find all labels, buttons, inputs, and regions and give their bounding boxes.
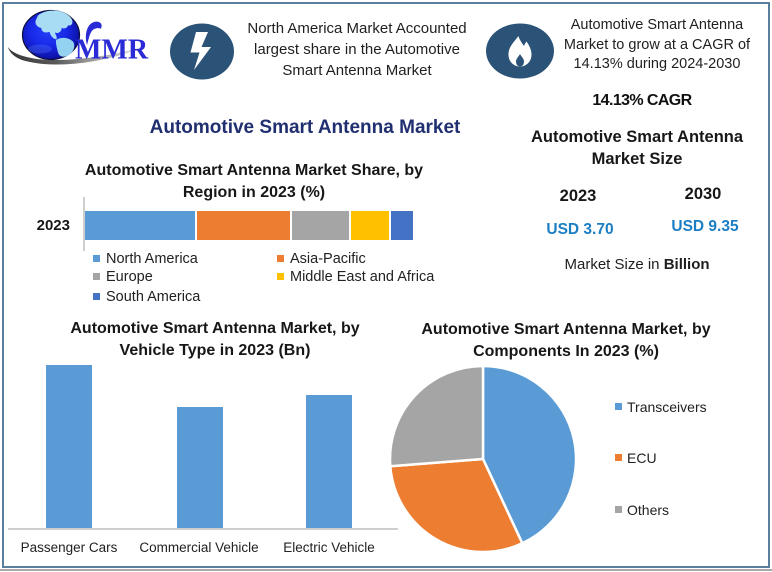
svg-text:MMR: MMR: [75, 35, 149, 66]
